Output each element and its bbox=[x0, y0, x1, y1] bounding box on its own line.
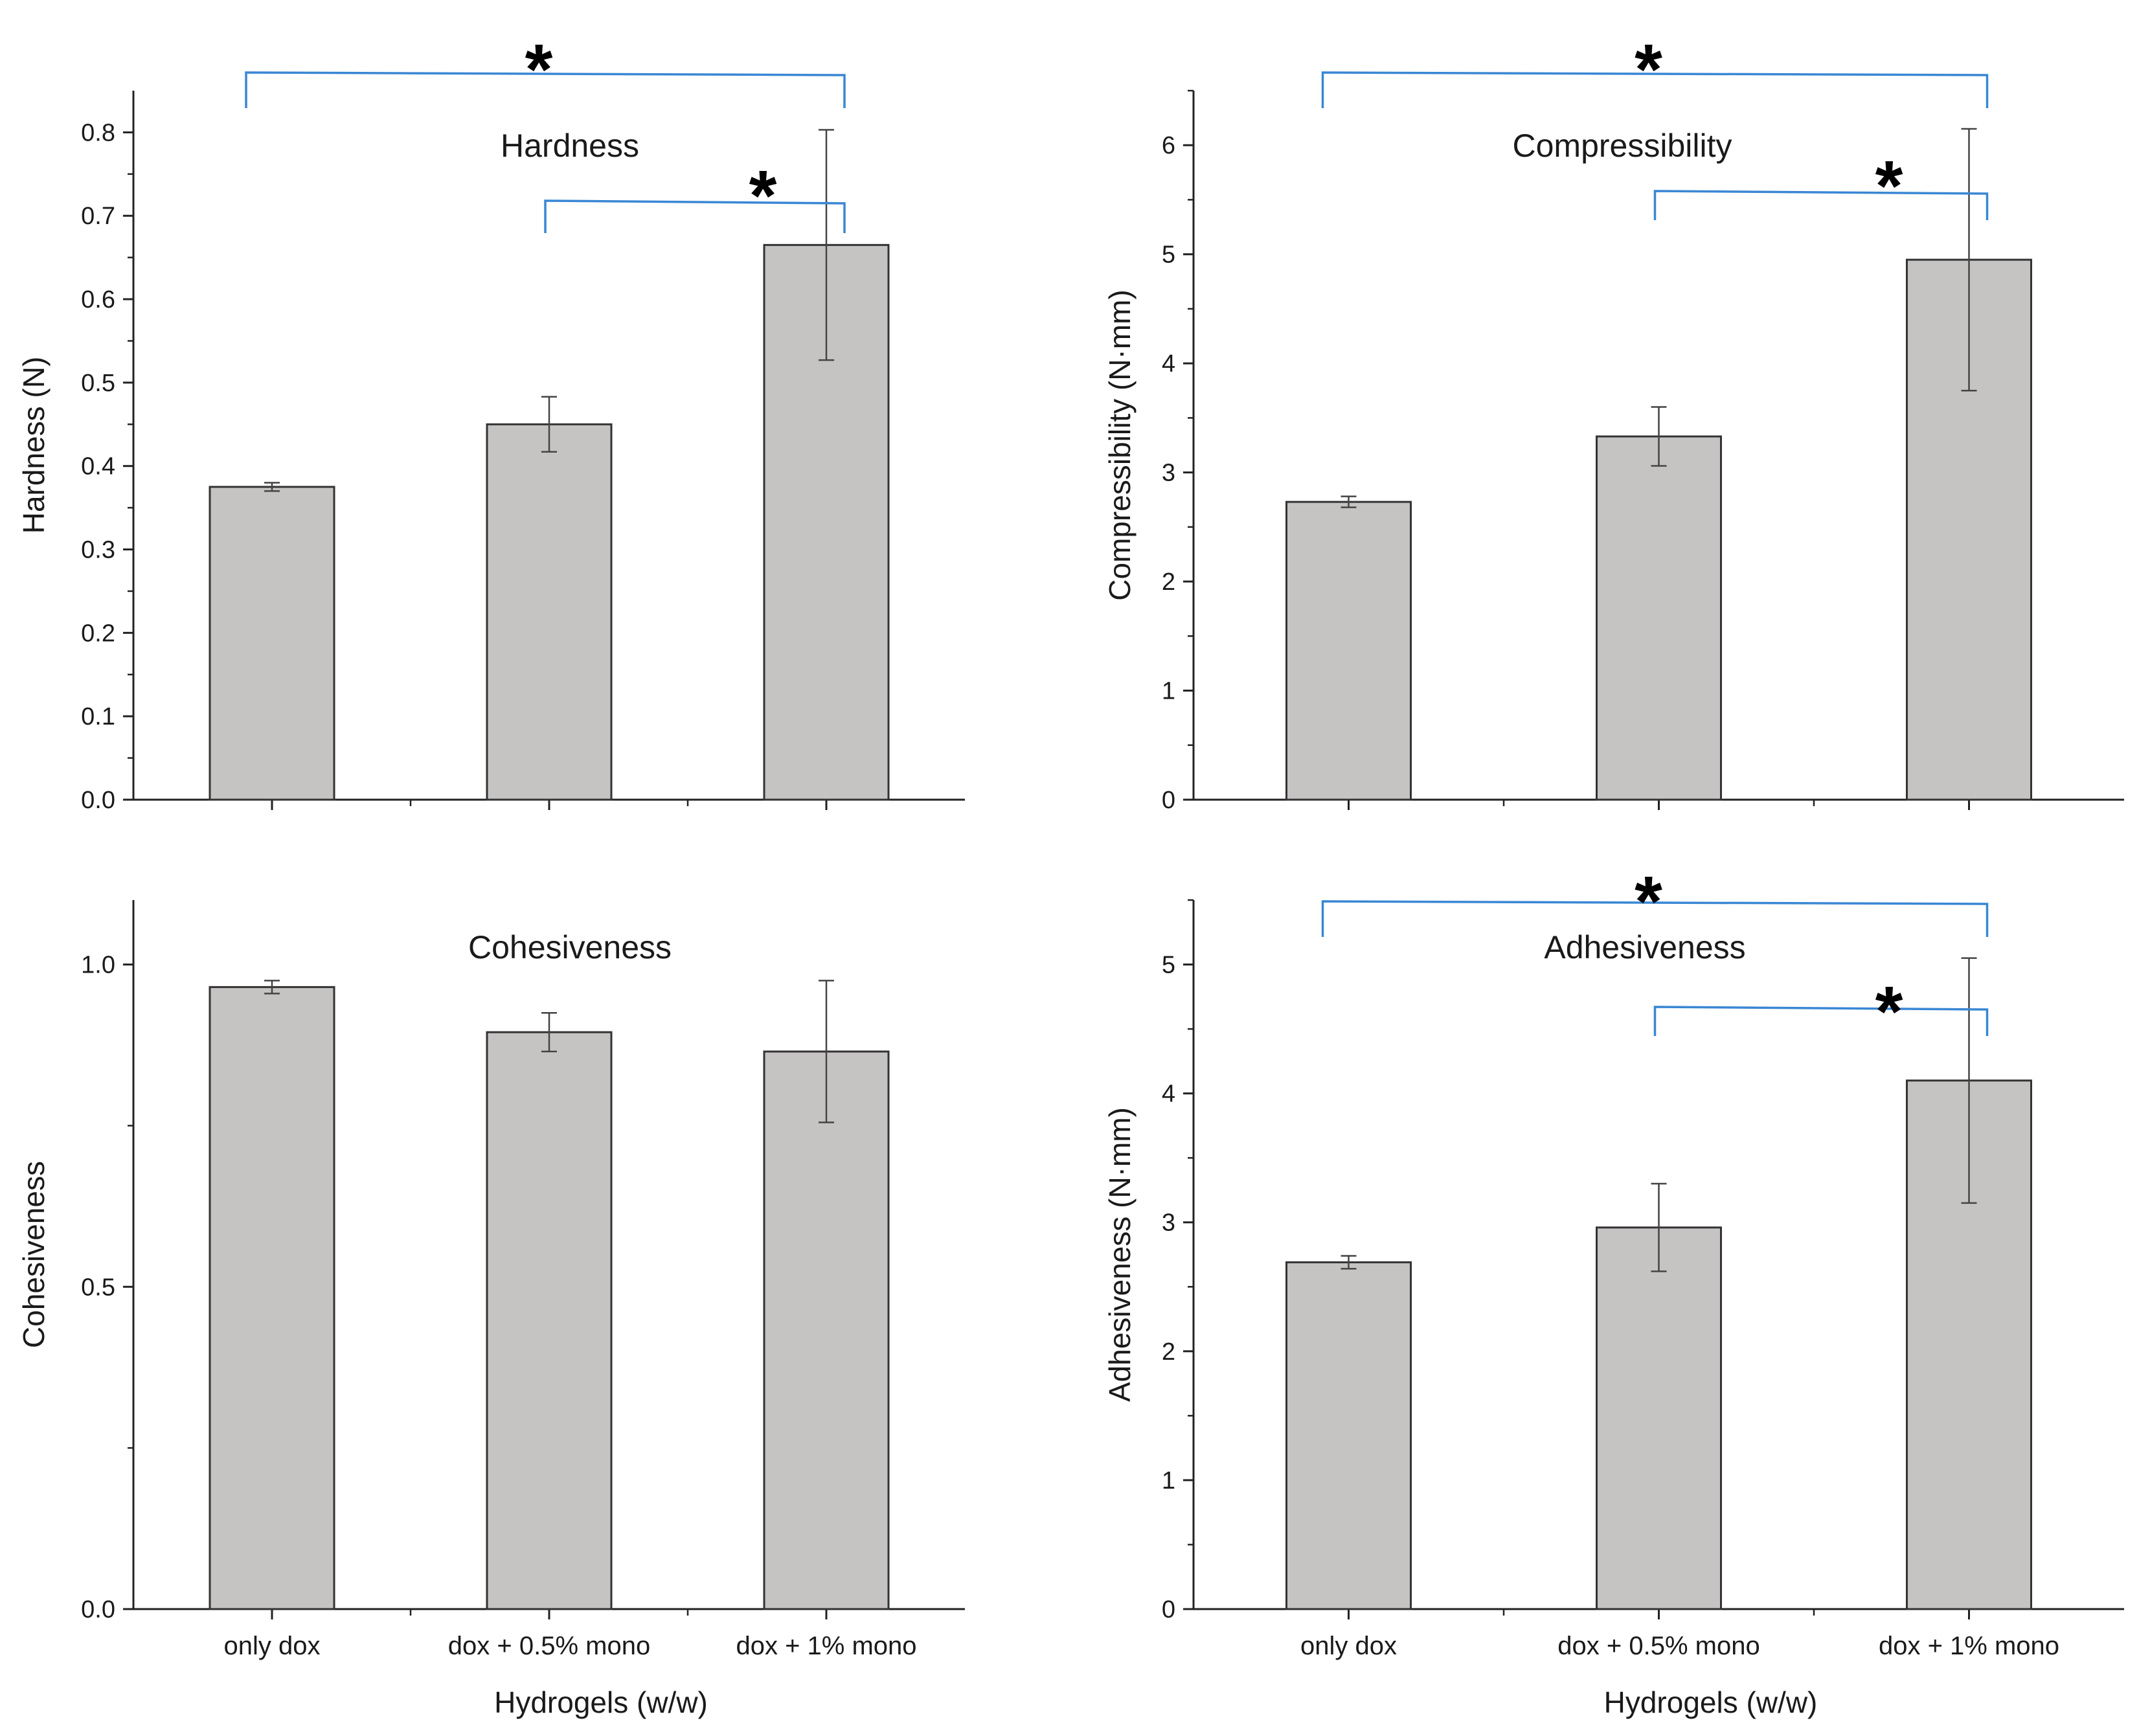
y-tick-label: 0.3 bbox=[81, 537, 115, 564]
panel-title: Cohesiveness bbox=[468, 929, 672, 965]
bar bbox=[1285, 1261, 1412, 1610]
y-tick-label: 4 bbox=[1162, 350, 1175, 378]
significance-star: * bbox=[525, 30, 553, 109]
bar bbox=[486, 1031, 613, 1610]
significance-star: * bbox=[1875, 146, 1903, 226]
significance-bracket bbox=[1653, 1006, 1989, 1036]
significance-star: * bbox=[1635, 862, 1662, 941]
x-category-label: dox + 0.5% mono bbox=[448, 1632, 650, 1660]
y-tick-label: 2 bbox=[1162, 1338, 1175, 1366]
bar bbox=[763, 1050, 890, 1610]
significance-bracket bbox=[544, 199, 846, 233]
significance-star: * bbox=[749, 156, 777, 236]
significance-bracket bbox=[245, 71, 846, 108]
panel-title: Hardness bbox=[501, 128, 639, 164]
y-tick-label: 4 bbox=[1162, 1081, 1175, 1108]
x-axis-title: Hydrogels (w/w) bbox=[1604, 1685, 1818, 1719]
significance-bracket bbox=[1653, 190, 1989, 220]
y-tick-label: 0.0 bbox=[81, 1596, 115, 1623]
significance-bracket bbox=[1321, 900, 1989, 937]
y-tick-label: 0.5 bbox=[81, 370, 115, 397]
y-tick-label: 0 bbox=[1162, 1596, 1175, 1623]
x-category-label: only dox bbox=[1300, 1632, 1397, 1660]
x-category-label: only dox bbox=[224, 1632, 321, 1660]
y-tick-label: 0.2 bbox=[81, 620, 115, 647]
bar bbox=[486, 423, 613, 801]
y-tick-label: 6 bbox=[1162, 132, 1175, 159]
y-tick-label: 0.0 bbox=[81, 787, 115, 814]
y-tick-label: 0.5 bbox=[81, 1274, 115, 1301]
bar bbox=[1596, 1226, 1722, 1610]
y-tick-label: 5 bbox=[1162, 952, 1175, 979]
y-axis-title: Compressibility (N·mm) bbox=[1103, 289, 1137, 600]
adhesiveness-panel: 0 1 2 3 4 5 Adhesiveness Adhesiveness (N·mm) onl… bbox=[1103, 862, 2124, 1719]
y-tick-label: 3 bbox=[1162, 1210, 1175, 1237]
y-tick-label: 2 bbox=[1162, 569, 1175, 596]
y-tick-label: 0.1 bbox=[81, 703, 115, 730]
panel-title: Adhesiveness bbox=[1544, 929, 1745, 965]
y-axis-title: Hardness (N) bbox=[17, 357, 51, 534]
x-axis-title: Hydrogels (w/w) bbox=[494, 1685, 708, 1719]
bar bbox=[1285, 501, 1412, 801]
y-tick-label: 3 bbox=[1162, 460, 1175, 487]
panel-title: Compressibility bbox=[1513, 128, 1732, 164]
y-tick-label: 0.4 bbox=[81, 453, 115, 480]
bar bbox=[1596, 435, 1722, 801]
hardness-panel: 0.0 0.1 0.2 0.3 0.4 0.5 0.6 0.7 0.8 Hardness Hardn… bbox=[17, 30, 965, 814]
bar bbox=[209, 986, 335, 1610]
y-axis-title: Cohesiveness bbox=[17, 1161, 51, 1348]
x-category-label: dox + 0.5% mono bbox=[1557, 1632, 1760, 1660]
x-category-label: dox + 1% mono bbox=[1879, 1632, 2059, 1660]
y-tick-label: 1 bbox=[1162, 1467, 1175, 1494]
y-tick-label: 0 bbox=[1162, 787, 1175, 814]
significance-star: * bbox=[1875, 972, 1903, 1052]
significance-star: * bbox=[1635, 30, 1662, 109]
y-tick-label: 1.0 bbox=[81, 952, 115, 979]
significance-bracket bbox=[1321, 71, 1989, 108]
compressibility-panel: 0 1 2 3 4 5 6 Compressibility Compressibility (N… bbox=[1103, 30, 2124, 814]
y-axis-title: Adhesiveness (N·mm) bbox=[1103, 1107, 1137, 1402]
x-category-label: dox + 1% mono bbox=[736, 1632, 916, 1660]
y-tick-label: 0.6 bbox=[81, 286, 115, 313]
cohesiveness-panel: 0.0 0.5 1.0 Cohesiveness Cohesiveness only do… bbox=[17, 900, 965, 1719]
y-tick-label: 0.7 bbox=[81, 203, 115, 230]
bar bbox=[209, 486, 335, 801]
y-tick-label: 5 bbox=[1162, 242, 1175, 269]
y-tick-label: 1 bbox=[1162, 678, 1175, 705]
y-tick-label: 0.8 bbox=[81, 119, 115, 146]
